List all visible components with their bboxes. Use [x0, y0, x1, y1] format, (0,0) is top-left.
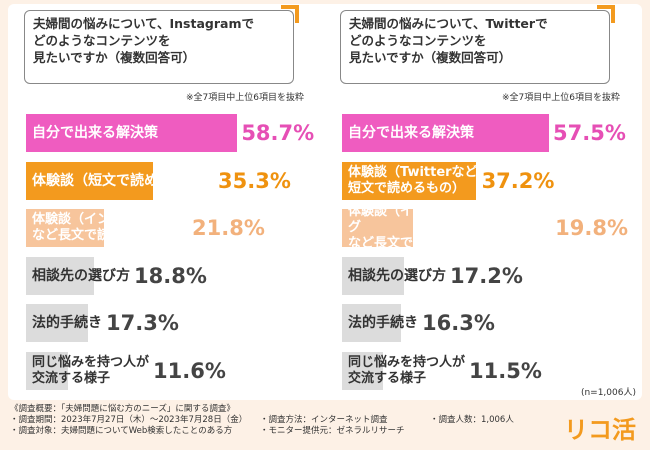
category-label: 相談先の選び方	[348, 267, 446, 284]
category-label: 体験談（インタビュー記事 など長文で読むもの）	[32, 212, 189, 243]
category-label: 同じ悩みを持つ人が 交流する様子	[32, 354, 150, 386]
footer-item: ・調査期間：2023年7月27日（木）〜2023年7月28日（金）	[10, 415, 248, 425]
footer-item: ・調査人数：1,006人	[430, 415, 514, 425]
value-label: 11.5%	[469, 358, 542, 383]
value-label: 57.5%	[553, 121, 626, 145]
bar	[26, 351, 68, 390]
value-label: 35.3%	[218, 168, 291, 193]
category-label: 相談先の選び方	[32, 267, 130, 284]
chart-title: 夫婦間の悩みについて、Twitterで どのようなコンテンツを 見たいですか（複…	[340, 5, 615, 84]
value-label: 58.7%	[241, 121, 315, 145]
bar-row: 法的手続き 16.3%	[342, 304, 495, 342]
bar	[26, 256, 94, 295]
category-label: 体験談（Twitterなど 短文で読めるもの）	[348, 164, 478, 196]
bar	[342, 114, 549, 152]
bar-row: 同じ悩みを持つ人が 交流する様子 11.6%	[26, 351, 226, 390]
value-label: 37.2%	[481, 168, 555, 193]
value-label: 17.2%	[450, 263, 523, 288]
footer-item: ・調査対象：夫婦問題についてWeb検索したことのある方	[10, 426, 233, 436]
footer-item: ・モニター提供元：ゼネラルリサーチ	[260, 426, 405, 436]
bar	[342, 351, 384, 390]
sample-size: (n=1,006人)	[580, 388, 636, 398]
category-label: 自分で出来る解決策	[348, 125, 474, 141]
value-label: 17.3%	[106, 311, 179, 335]
bar	[26, 209, 105, 247]
bar-row: 自分で出来る解決策 58.7%	[26, 114, 314, 152]
bar-row: 体験談（短文で読めるもの） 35.3%	[26, 161, 291, 200]
bar	[342, 209, 414, 247]
bar-row: 自分で出来る解決策 57.5%	[342, 114, 626, 152]
category-label: 法的手続き	[32, 315, 102, 331]
bar-row: 法的手続き 17.3%	[26, 304, 179, 342]
footer-item: ・調査方法：インターネット調査	[260, 415, 388, 425]
footer-heading: 《調査概要：「夫婦問題に悩む方のニーズ」に関する調査》	[10, 404, 235, 414]
bar-row: 同じ悩みを持つ人が 交流する様子 11.5%	[342, 351, 542, 390]
chart-note: ※全7項目中上位6項目を抜粋	[186, 93, 304, 103]
title-corner	[597, 5, 615, 23]
value-label: 11.6%	[153, 358, 226, 383]
category-label: 自分で出来る解決策	[32, 125, 158, 141]
bar-row: 体験談（インタビュー記事 など長文で読むもの） 21.8%	[26, 209, 265, 247]
bar-row: 相談先の選び方 17.2%	[342, 256, 523, 295]
chart-panel: 夫婦間の悩みについて、Twitterで どのようなコンテンツを 見たいですか（複…	[328, 4, 628, 400]
value-label: 18.8%	[134, 263, 207, 288]
bar	[342, 256, 404, 295]
bar-row: 体験談（インタビュー記事、ブログ など長文で読むものへのリンク） 19.8%	[342, 204, 628, 251]
bar-row: 相談先の選び方 18.8%	[26, 256, 207, 295]
bar-row: 体験談（Twitterなど 短文で読めるもの） 37.2%	[342, 161, 555, 200]
value-label: 16.3%	[422, 311, 495, 335]
category-label: 同じ悩みを持つ人が 交流する様子	[348, 354, 466, 386]
bar	[26, 304, 89, 342]
bar	[26, 161, 154, 200]
chart-note: ※全7項目中上位6項目を抜粋	[502, 93, 620, 103]
value-label: 19.8%	[555, 216, 628, 240]
bar	[342, 161, 476, 200]
bar	[26, 114, 238, 152]
bar	[342, 304, 401, 342]
title-corner	[281, 5, 299, 23]
card: 夫婦間の悩みについて、Instagramで どのようなコンテンツを 見たいですか…	[8, 4, 642, 400]
category-label: 体験談（インタビュー記事、ブログ など長文で読むものへのリンク）	[348, 204, 544, 251]
logo: リコ活	[564, 416, 636, 444]
chart-title: 夫婦間の悩みについて、Instagramで どのようなコンテンツを 見たいですか…	[24, 5, 299, 84]
value-label: 21.8%	[192, 216, 265, 240]
category-label: 体験談（短文で読めるもの）	[32, 172, 214, 189]
chart-panel: 夫婦間の悩みについて、Instagramで どのようなコンテンツを 見たいですか…	[12, 4, 314, 400]
category-label: 法的手続き	[348, 315, 418, 331]
